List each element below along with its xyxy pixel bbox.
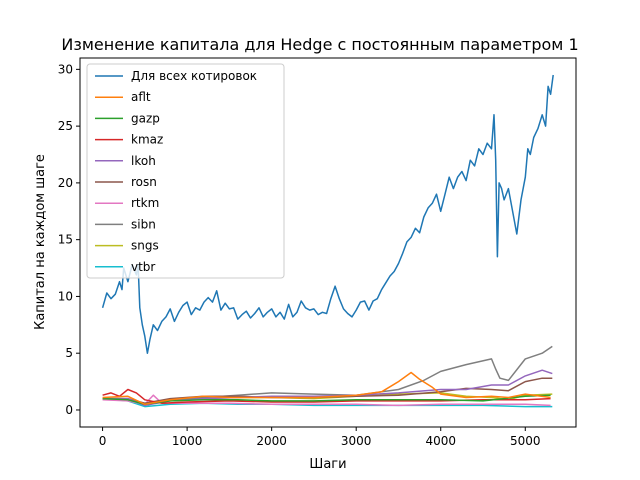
plot-lines bbox=[101, 74, 554, 408]
x-tick-label: 5000 bbox=[510, 434, 541, 448]
axes-frame bbox=[79, 57, 577, 428]
legend: Для всех котировок aflt gazp kmaz lkoh rosn rt… bbox=[86, 63, 285, 279]
x-axis-ticks: 0 1000 2000 3000 4000 5000 bbox=[99, 427, 541, 448]
y-tick-label: 10 bbox=[58, 289, 73, 303]
y-tick-label: 5 bbox=[65, 346, 73, 360]
series-line-aflt bbox=[102, 371, 551, 406]
y-tick-label: 0 bbox=[65, 403, 73, 417]
legend-box bbox=[86, 63, 285, 279]
legend-entry: gazp bbox=[131, 111, 160, 125]
legend-entry: aflt bbox=[131, 90, 151, 104]
x-tick-label: 1000 bbox=[172, 434, 203, 448]
series-line-для-всех-котировок bbox=[101, 74, 554, 354]
legend-entry: kmaz bbox=[131, 133, 163, 147]
x-tick-label: 2000 bbox=[256, 434, 287, 448]
legend-entry: sngs bbox=[131, 239, 159, 253]
y-tick-label: 15 bbox=[58, 233, 73, 247]
series-line-rtkm bbox=[102, 394, 551, 407]
x-axis-label: Шаги bbox=[309, 457, 346, 472]
y-axis-ticks: 0 5 10 15 20 25 30 bbox=[58, 62, 80, 417]
x-tick-label: 3000 bbox=[341, 434, 372, 448]
legend-entry: sibn bbox=[131, 217, 156, 231]
y-axis-label: Капитал на каждом шаге bbox=[33, 154, 48, 330]
legend-entry: rosn bbox=[131, 175, 157, 189]
legend-entry: lkoh bbox=[131, 154, 156, 168]
legend-entry: Для всех котировок bbox=[131, 69, 257, 83]
x-tick-label: 0 bbox=[99, 434, 107, 448]
x-tick-label: 4000 bbox=[425, 434, 456, 448]
legend-entry: rtkm bbox=[131, 196, 159, 210]
chart-title: Изменение капитала для Hedge с постоянны… bbox=[61, 35, 578, 54]
series-line-rosn bbox=[102, 377, 553, 404]
y-tick-label: 30 bbox=[58, 62, 73, 76]
y-tick-label: 25 bbox=[58, 119, 73, 133]
y-tick-label: 20 bbox=[58, 176, 73, 190]
legend-entry: vtbr bbox=[131, 260, 155, 274]
